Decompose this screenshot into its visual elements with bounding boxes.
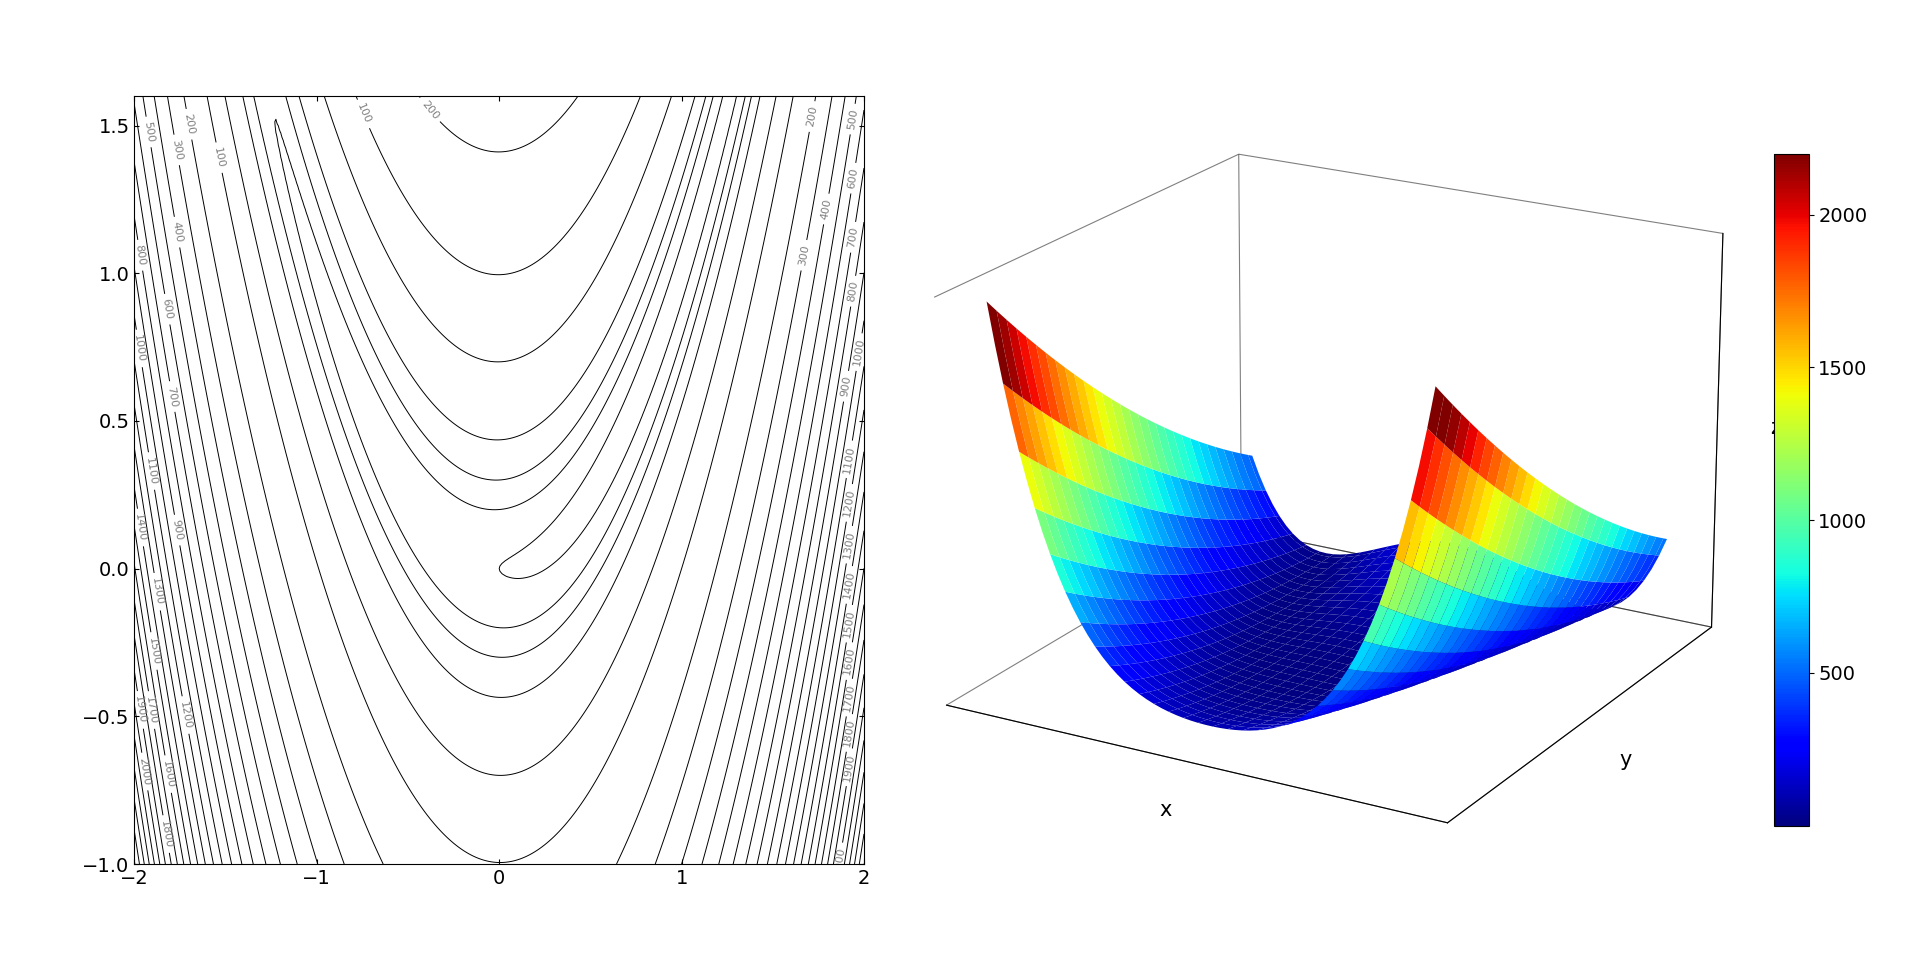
- Text: 500: 500: [142, 121, 156, 143]
- Text: 700: 700: [165, 385, 179, 408]
- Text: 1800: 1800: [159, 819, 173, 849]
- Text: 1500: 1500: [843, 609, 856, 638]
- X-axis label: x: x: [1160, 801, 1171, 820]
- Text: 2000: 2000: [138, 756, 152, 786]
- Text: 300: 300: [797, 244, 810, 267]
- Text: 1600: 1600: [161, 759, 175, 789]
- Text: 1100: 1100: [843, 444, 856, 474]
- Text: 1100: 1100: [144, 456, 159, 486]
- Text: 100: 100: [355, 103, 372, 126]
- Text: 1300: 1300: [150, 577, 165, 607]
- Text: 1300: 1300: [843, 530, 856, 560]
- Text: 1000: 1000: [852, 338, 866, 367]
- Text: 1700: 1700: [843, 683, 856, 712]
- Text: 1200: 1200: [843, 489, 856, 517]
- Text: 1800: 1800: [843, 718, 856, 748]
- Text: 400: 400: [171, 221, 184, 244]
- Text: 400: 400: [820, 198, 833, 220]
- Text: 200: 200: [419, 99, 440, 121]
- Text: 300: 300: [171, 139, 184, 161]
- Text: 1900: 1900: [132, 695, 148, 725]
- Y-axis label: y: y: [1620, 751, 1632, 770]
- Text: 800: 800: [847, 280, 860, 302]
- Text: 1200: 1200: [179, 700, 192, 730]
- Text: 900: 900: [839, 375, 852, 397]
- Text: 1700: 1700: [144, 695, 159, 725]
- Text: 600: 600: [847, 167, 860, 189]
- Text: 200: 200: [804, 106, 818, 128]
- Text: 2000: 2000: [831, 847, 847, 876]
- Text: 1400: 1400: [843, 570, 856, 600]
- Text: 200: 200: [182, 113, 196, 135]
- Text: 600: 600: [161, 298, 175, 321]
- Text: 1500: 1500: [146, 636, 161, 665]
- Text: 700: 700: [847, 226, 860, 249]
- Text: 100: 100: [211, 146, 227, 169]
- Text: 1400: 1400: [132, 513, 148, 542]
- Text: 1000: 1000: [132, 334, 146, 363]
- Text: 1900: 1900: [843, 753, 856, 782]
- Text: 1600: 1600: [843, 646, 856, 676]
- Text: 500: 500: [847, 108, 860, 131]
- Text: 800: 800: [134, 244, 146, 267]
- Text: 900: 900: [171, 518, 184, 541]
